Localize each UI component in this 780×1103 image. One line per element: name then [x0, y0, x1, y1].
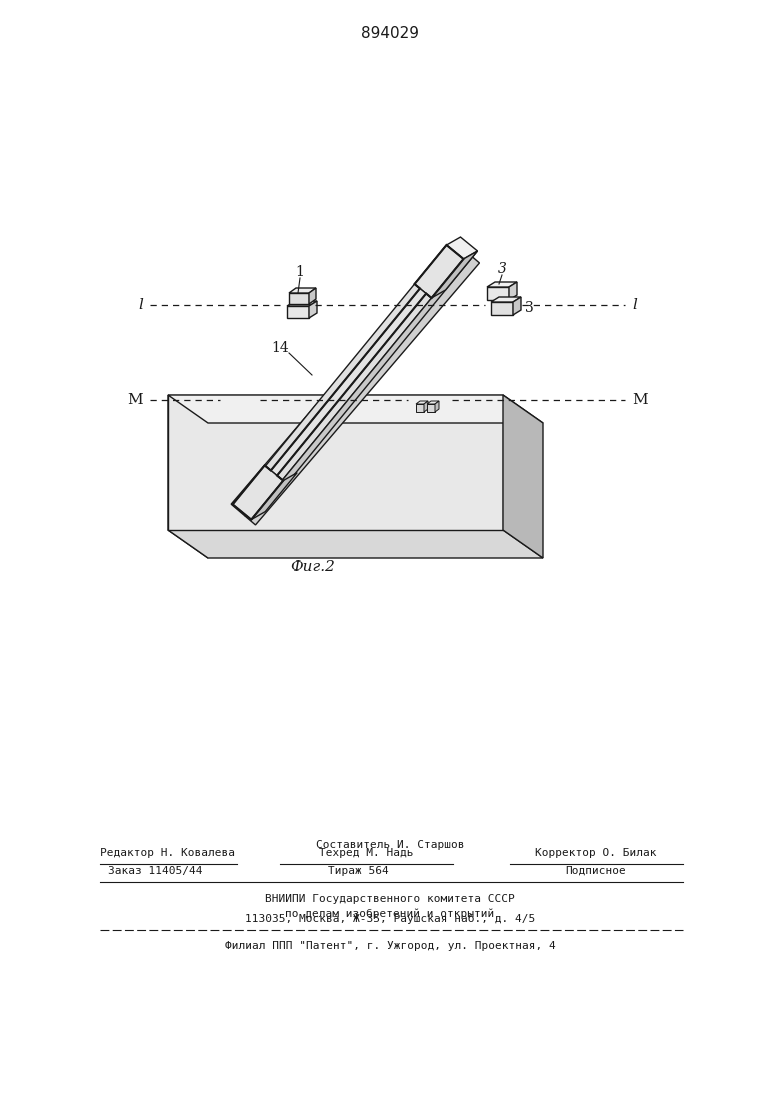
Text: Корректор О. Билак: Корректор О. Билак — [535, 848, 657, 858]
Polygon shape — [289, 288, 316, 293]
Polygon shape — [168, 395, 503, 531]
Polygon shape — [416, 404, 424, 413]
Polygon shape — [309, 301, 317, 318]
Polygon shape — [231, 243, 469, 516]
Polygon shape — [233, 245, 463, 520]
Polygon shape — [289, 293, 309, 304]
Text: l: l — [138, 298, 143, 312]
Text: M: M — [632, 393, 647, 407]
Polygon shape — [431, 251, 477, 298]
Text: 3: 3 — [525, 301, 534, 315]
Text: M: M — [127, 393, 143, 407]
Text: 113035, Москва, Ж-35, Раушская наб., д. 4/5: 113035, Москва, Ж-35, Раушская наб., д. … — [245, 914, 535, 924]
Text: Заказ 11405/44: Заказ 11405/44 — [108, 866, 202, 876]
Polygon shape — [168, 395, 208, 558]
Text: Тираж 564: Тираж 564 — [328, 866, 388, 876]
Polygon shape — [271, 289, 426, 475]
Polygon shape — [491, 297, 521, 302]
Polygon shape — [513, 297, 521, 315]
Polygon shape — [168, 531, 543, 558]
Text: Подписное: Подписное — [566, 866, 626, 876]
Text: 3: 3 — [498, 263, 506, 276]
Polygon shape — [424, 401, 428, 413]
Polygon shape — [232, 465, 283, 520]
Polygon shape — [427, 401, 439, 404]
Polygon shape — [414, 245, 463, 298]
Text: 14: 14 — [271, 341, 289, 355]
Text: Редактор Н. Ковалева: Редактор Н. Ковалева — [101, 848, 236, 858]
Polygon shape — [168, 395, 543, 422]
Polygon shape — [287, 306, 309, 318]
Text: Фиг.2: Фиг.2 — [291, 560, 335, 574]
Polygon shape — [287, 301, 317, 306]
Polygon shape — [487, 287, 509, 300]
Text: Филиал ППП "Патент", г. Ужгород, ул. Проектная, 4: Филиал ППП "Патент", г. Ужгород, ул. Про… — [225, 941, 555, 951]
Polygon shape — [251, 472, 297, 520]
Polygon shape — [250, 251, 477, 520]
Polygon shape — [245, 254, 480, 525]
Text: 1: 1 — [296, 265, 304, 279]
Polygon shape — [491, 302, 513, 315]
Polygon shape — [435, 401, 439, 413]
Text: 894029: 894029 — [361, 25, 419, 41]
Text: по делам изобретений и открытий: по делам изобретений и открытий — [285, 909, 495, 919]
Polygon shape — [309, 288, 316, 304]
Polygon shape — [503, 395, 543, 558]
Text: ВНИИПИ Государственного комитета СССР: ВНИИПИ Государственного комитета СССР — [265, 895, 515, 904]
Polygon shape — [427, 404, 435, 413]
Polygon shape — [446, 237, 477, 259]
Polygon shape — [433, 243, 466, 278]
Polygon shape — [416, 401, 428, 404]
Text: Техред М. Надь: Техред М. Надь — [319, 848, 413, 858]
Text: l: l — [632, 298, 637, 312]
Text: Составитель И. Старшов: Составитель И. Старшов — [316, 840, 464, 850]
Polygon shape — [487, 282, 517, 287]
Polygon shape — [509, 282, 517, 300]
